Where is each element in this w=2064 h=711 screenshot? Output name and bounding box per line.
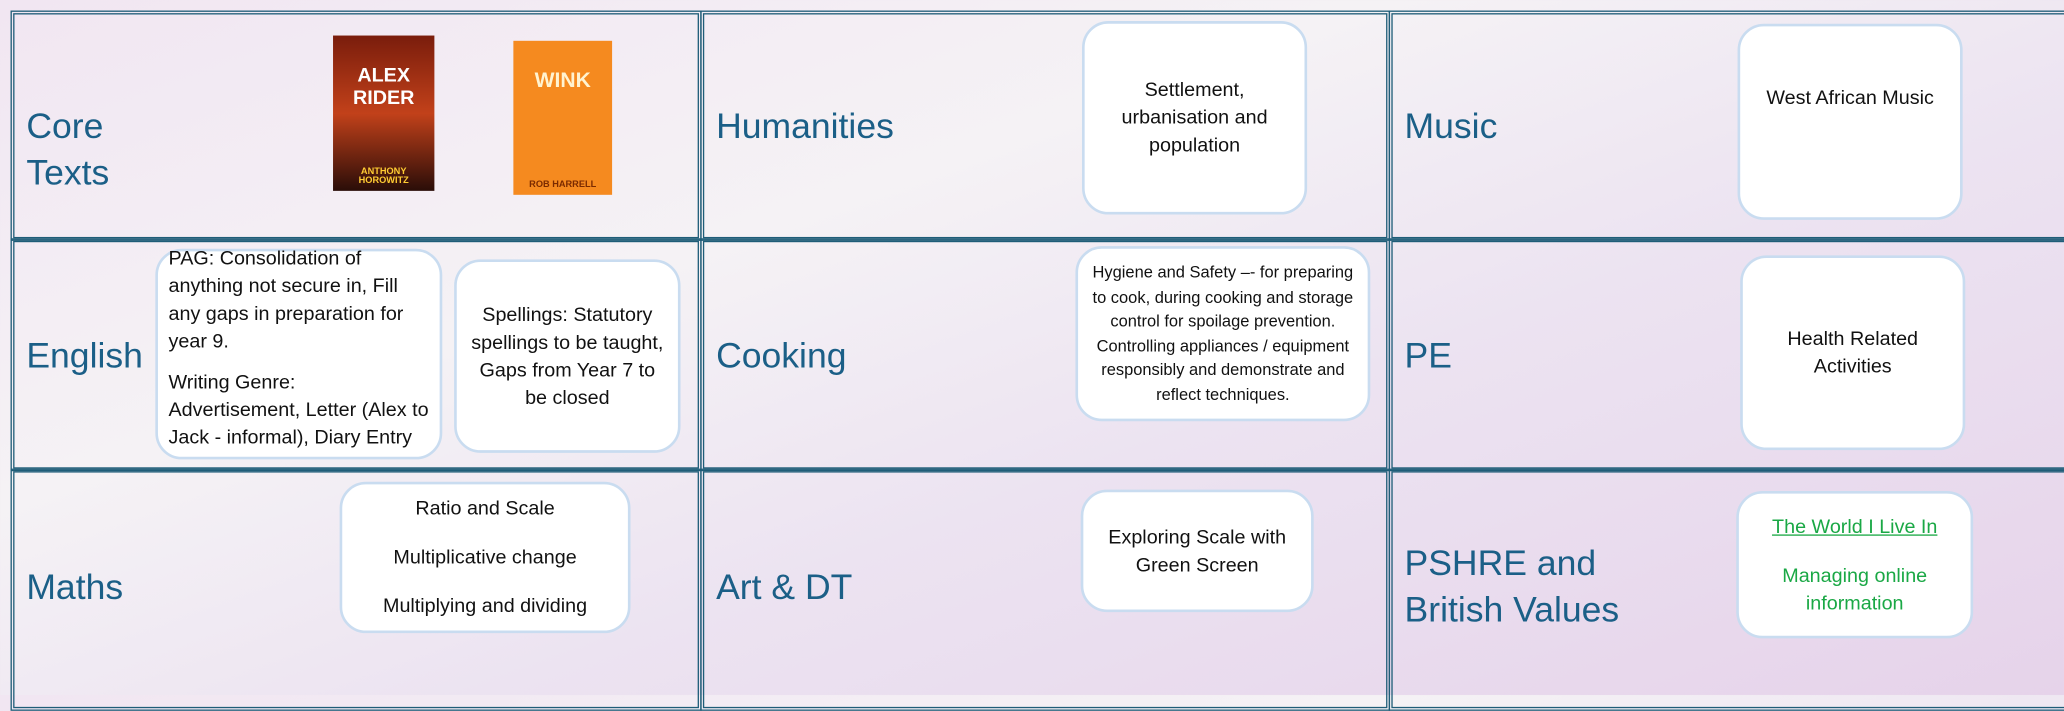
- topic-box: PAG: Consolidation of anything not secur…: [155, 247, 443, 460]
- topic-text: Settlement, urbanisation and population: [1121, 78, 1268, 157]
- topic-text: Hygiene and Safety –- for preparing to c…: [1092, 263, 1354, 404]
- book-author: ROB HARRELL: [529, 180, 597, 190]
- topic-box: West African Music: [1737, 23, 1963, 220]
- book-title: WINK: [534, 69, 591, 93]
- topic-box: Spellings: Statutory spellings to be tau…: [454, 259, 681, 453]
- subject-label: Cooking: [716, 335, 847, 376]
- subject-label: Maths: [26, 567, 124, 607]
- book-author: ANTHONY HOROWITZ: [358, 167, 409, 186]
- subject-label: Core Texts: [26, 106, 110, 193]
- subject-label: English: [26, 335, 143, 376]
- subject-label: Art & DT: [716, 567, 853, 607]
- topic-text: Exploring Scale with Green Screen: [1108, 525, 1287, 576]
- topic-box: The World I Live In Managing online infor…: [1736, 490, 1974, 639]
- book-title: ALEX RIDER: [352, 64, 415, 110]
- topic-text: Ratio and Scale: [415, 497, 555, 520]
- subject-label: Music: [1404, 106, 1498, 147]
- topic-text: Managing online information: [1782, 564, 1928, 615]
- topic-link[interactable]: The World I Live In: [1772, 515, 1938, 538]
- topic-text: Writing Genre: Advertisement, Letter (Al…: [168, 370, 429, 449]
- topic-box: Exploring Scale with Green Screen: [1080, 489, 1314, 613]
- topic-text: Multiplicative change: [393, 546, 577, 569]
- topic-text: PAG: Consolidation of anything not secur…: [168, 246, 404, 353]
- topic-box: Health Related Activities: [1740, 255, 1966, 451]
- topic-text: Health Related Activities: [1787, 327, 1919, 378]
- topic-text: West African Music: [1766, 86, 1934, 110]
- subject-label: PE: [1404, 335, 1452, 376]
- topic-text: Multiplying and dividing: [382, 594, 588, 618]
- topic-box: Ratio and Scale Multiplicative change Mult…: [339, 481, 631, 634]
- subject-label: PSHRE and British Values: [1404, 543, 1620, 630]
- topic-text: Spellings: Statutory spellings to be tau…: [471, 303, 664, 409]
- topic-box: Settlement, urbanisation and population: [1082, 21, 1308, 215]
- book-cover: ALEX RIDER ANTHONY HOROWITZ: [333, 35, 435, 191]
- timetable-grid: Core Texts ALEX RIDER ANTHONY HOROWITZ WINK…: [10, 10, 2064, 711]
- topic-box: Hygiene and Safety –- for preparing to c…: [1075, 246, 1371, 422]
- book-cover: WINK ROB HARRELL: [513, 40, 613, 195]
- subject-label: Humanities: [716, 106, 894, 147]
